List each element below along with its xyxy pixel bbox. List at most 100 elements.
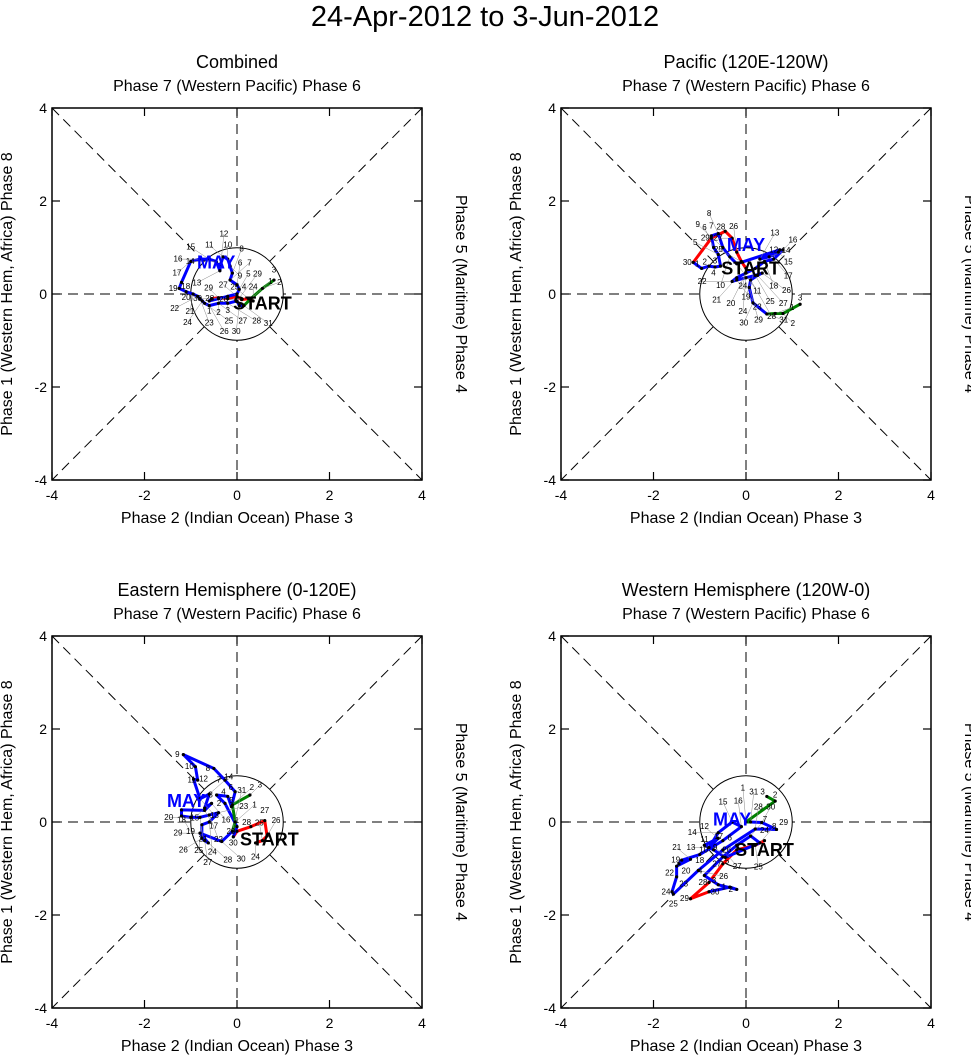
data-point [231,835,235,839]
data-point [702,843,706,847]
day-label: 26 [220,327,229,336]
day-label: 30 [711,887,720,896]
start-label: START [240,830,299,850]
data-point [696,868,700,872]
day-label: 30 [193,294,202,303]
data-point [723,229,727,233]
day-label: 18 [177,815,186,824]
left-axis-label: Phase 1 (Western Hem, Africa) Phase 8 [0,680,16,963]
label-leader-line [209,305,225,332]
data-point [781,248,785,252]
top-axis-label: Phase 7 (Western Pacific) Phase 6 [113,78,361,95]
day-label: 27 [779,299,788,308]
label-leader-line [250,281,271,299]
data-point [716,836,720,840]
data-point [235,299,239,303]
data-point [216,297,221,301]
day-label: 20 [726,299,735,308]
day-label: 29 [204,283,213,292]
label-leader-line [236,262,241,285]
y-tick-label: -4 [544,472,557,488]
data-point [765,312,769,316]
day-label: 25 [766,297,775,306]
data-point [721,862,725,866]
right-axis-label: Phase 5 (Maritime) Phase 4 [452,723,469,921]
data-point [226,294,230,298]
data-point [718,264,723,268]
data-point [707,880,711,885]
month-label-may: MAY [197,252,235,272]
day-label: 27 [714,234,723,243]
day-label: 31 [779,316,788,325]
x-tick-label: 0 [742,1015,750,1031]
data-point [184,290,188,294]
day-label: 7 [763,815,768,824]
x-tick-label: 0 [742,487,750,503]
x-tick-label: 0 [233,1015,241,1031]
x-tick-label: 2 [835,487,843,503]
phase-panel-4: Western Hemisphere (120W-0) Phase 7 (West… [508,580,971,1055]
series-line-june [230,793,251,832]
day-label: 18 [695,856,704,865]
day-label: 27 [238,316,247,325]
label-leader-line [234,804,255,823]
day-label: 3 [258,781,263,790]
day-label: 1 [722,883,727,892]
label-leader-line [234,286,249,299]
day-label: 12 [199,775,208,784]
label-leader-line [209,821,213,852]
label-leader-line [218,806,244,813]
unit-circle [699,247,793,341]
day-label: 21 [672,843,681,852]
phase-panel-2: Pacific (120E-120W) Phase 7 (Western Paci… [508,52,971,527]
right-axis-label: Phase 5 (Maritime) Phase 4 [961,195,971,393]
day-label: 26 [722,845,731,854]
x-tick-label: 4 [927,1015,935,1031]
data-point [753,827,757,831]
day-label: 13 [687,843,696,852]
label-leader-line [676,847,691,860]
bottom-axis-label: Phase 2 (Indian Ocean) Phase 3 [630,510,862,527]
day-label: 3 [226,306,231,315]
day-label: 24 [760,826,769,835]
day-label: 27 [712,859,721,868]
day-label: 1 [741,784,746,793]
day-label: 24 [738,282,747,291]
data-point [248,793,252,797]
diagonal-line [269,107,423,262]
label-leader-line [189,293,194,312]
label-leader-line [196,270,221,284]
label-leader-line [775,307,793,314]
day-label: 11 [753,286,762,295]
data-point [688,857,693,861]
phase-panel-3: Eastern Hemisphere (0-120E) Phase 7 (West… [0,580,469,1055]
day-label: 14 [782,246,791,255]
data-point [240,297,244,302]
data-point [778,248,782,252]
data-point [713,265,717,269]
day-label: 10 [716,281,725,290]
y-tick-label: 2 [39,193,47,209]
data-point [251,299,255,303]
day-label: 9 [696,220,701,229]
day-label: 26 [179,846,188,855]
diagonal-line [51,107,205,262]
day-label: 14 [688,828,697,837]
label-leader-line [745,268,756,298]
label-leader-line [755,275,771,302]
x-tick-label: 0 [233,487,241,503]
diagonal-line [778,854,932,1009]
day-label: 21 [199,835,208,844]
day-label: 31 [749,788,758,797]
label-leader-line [764,261,774,286]
diagonal-line [778,326,932,481]
day-label: 12 [769,245,778,254]
day-label: 7 [247,258,252,267]
day-label: 3 [272,266,277,275]
label-leader-line [232,248,242,274]
x-tick-label: -4 [46,487,59,503]
data-point [226,257,230,261]
data-point [196,294,200,298]
right-axis-label: Phase 5 (Maritime) Phase 4 [961,723,971,921]
day-label: 28 [716,222,725,231]
